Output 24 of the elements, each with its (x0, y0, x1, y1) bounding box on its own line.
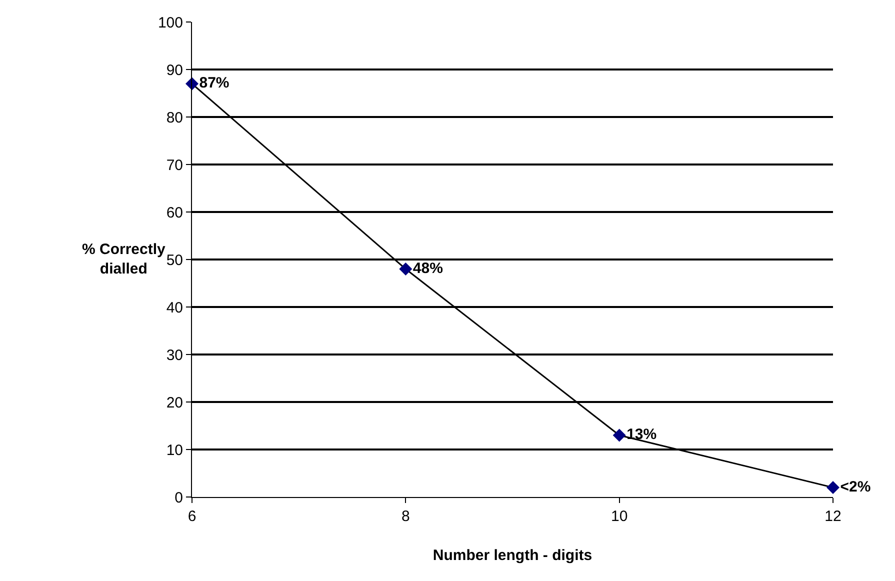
x-axis-title: Number length - digits (432, 547, 592, 564)
y-tick-label: 20 (166, 394, 183, 412)
x-tick-label: 12 (824, 508, 842, 525)
y-tick-label: 100 (158, 14, 183, 32)
y-tick-label: 70 (166, 156, 183, 174)
y-tick-label: 40 (166, 299, 183, 316)
data-label: 48% (412, 260, 443, 277)
y-tick-label: 60 (166, 204, 183, 222)
data-label: 13% (626, 426, 657, 443)
y-tick-label: 30 (166, 346, 183, 364)
y-tick-label: 10 (166, 442, 183, 459)
y-axis-title: % Correctly dialled (82, 241, 166, 278)
x-tick-label: 6 (188, 508, 196, 525)
x-tick-label: 8 (402, 508, 410, 525)
point (612, 428, 626, 442)
y-tick-label: 0 (174, 489, 183, 506)
point (399, 262, 412, 276)
y-tick-label: 90 (166, 62, 183, 79)
data-label: <2% (840, 478, 871, 496)
data-label: 87% (199, 74, 230, 92)
y-tick-label: 80 (166, 109, 183, 126)
point (826, 481, 840, 494)
x-tick-label: 10 (610, 508, 628, 525)
y-tick-label: 50 (166, 252, 183, 269)
